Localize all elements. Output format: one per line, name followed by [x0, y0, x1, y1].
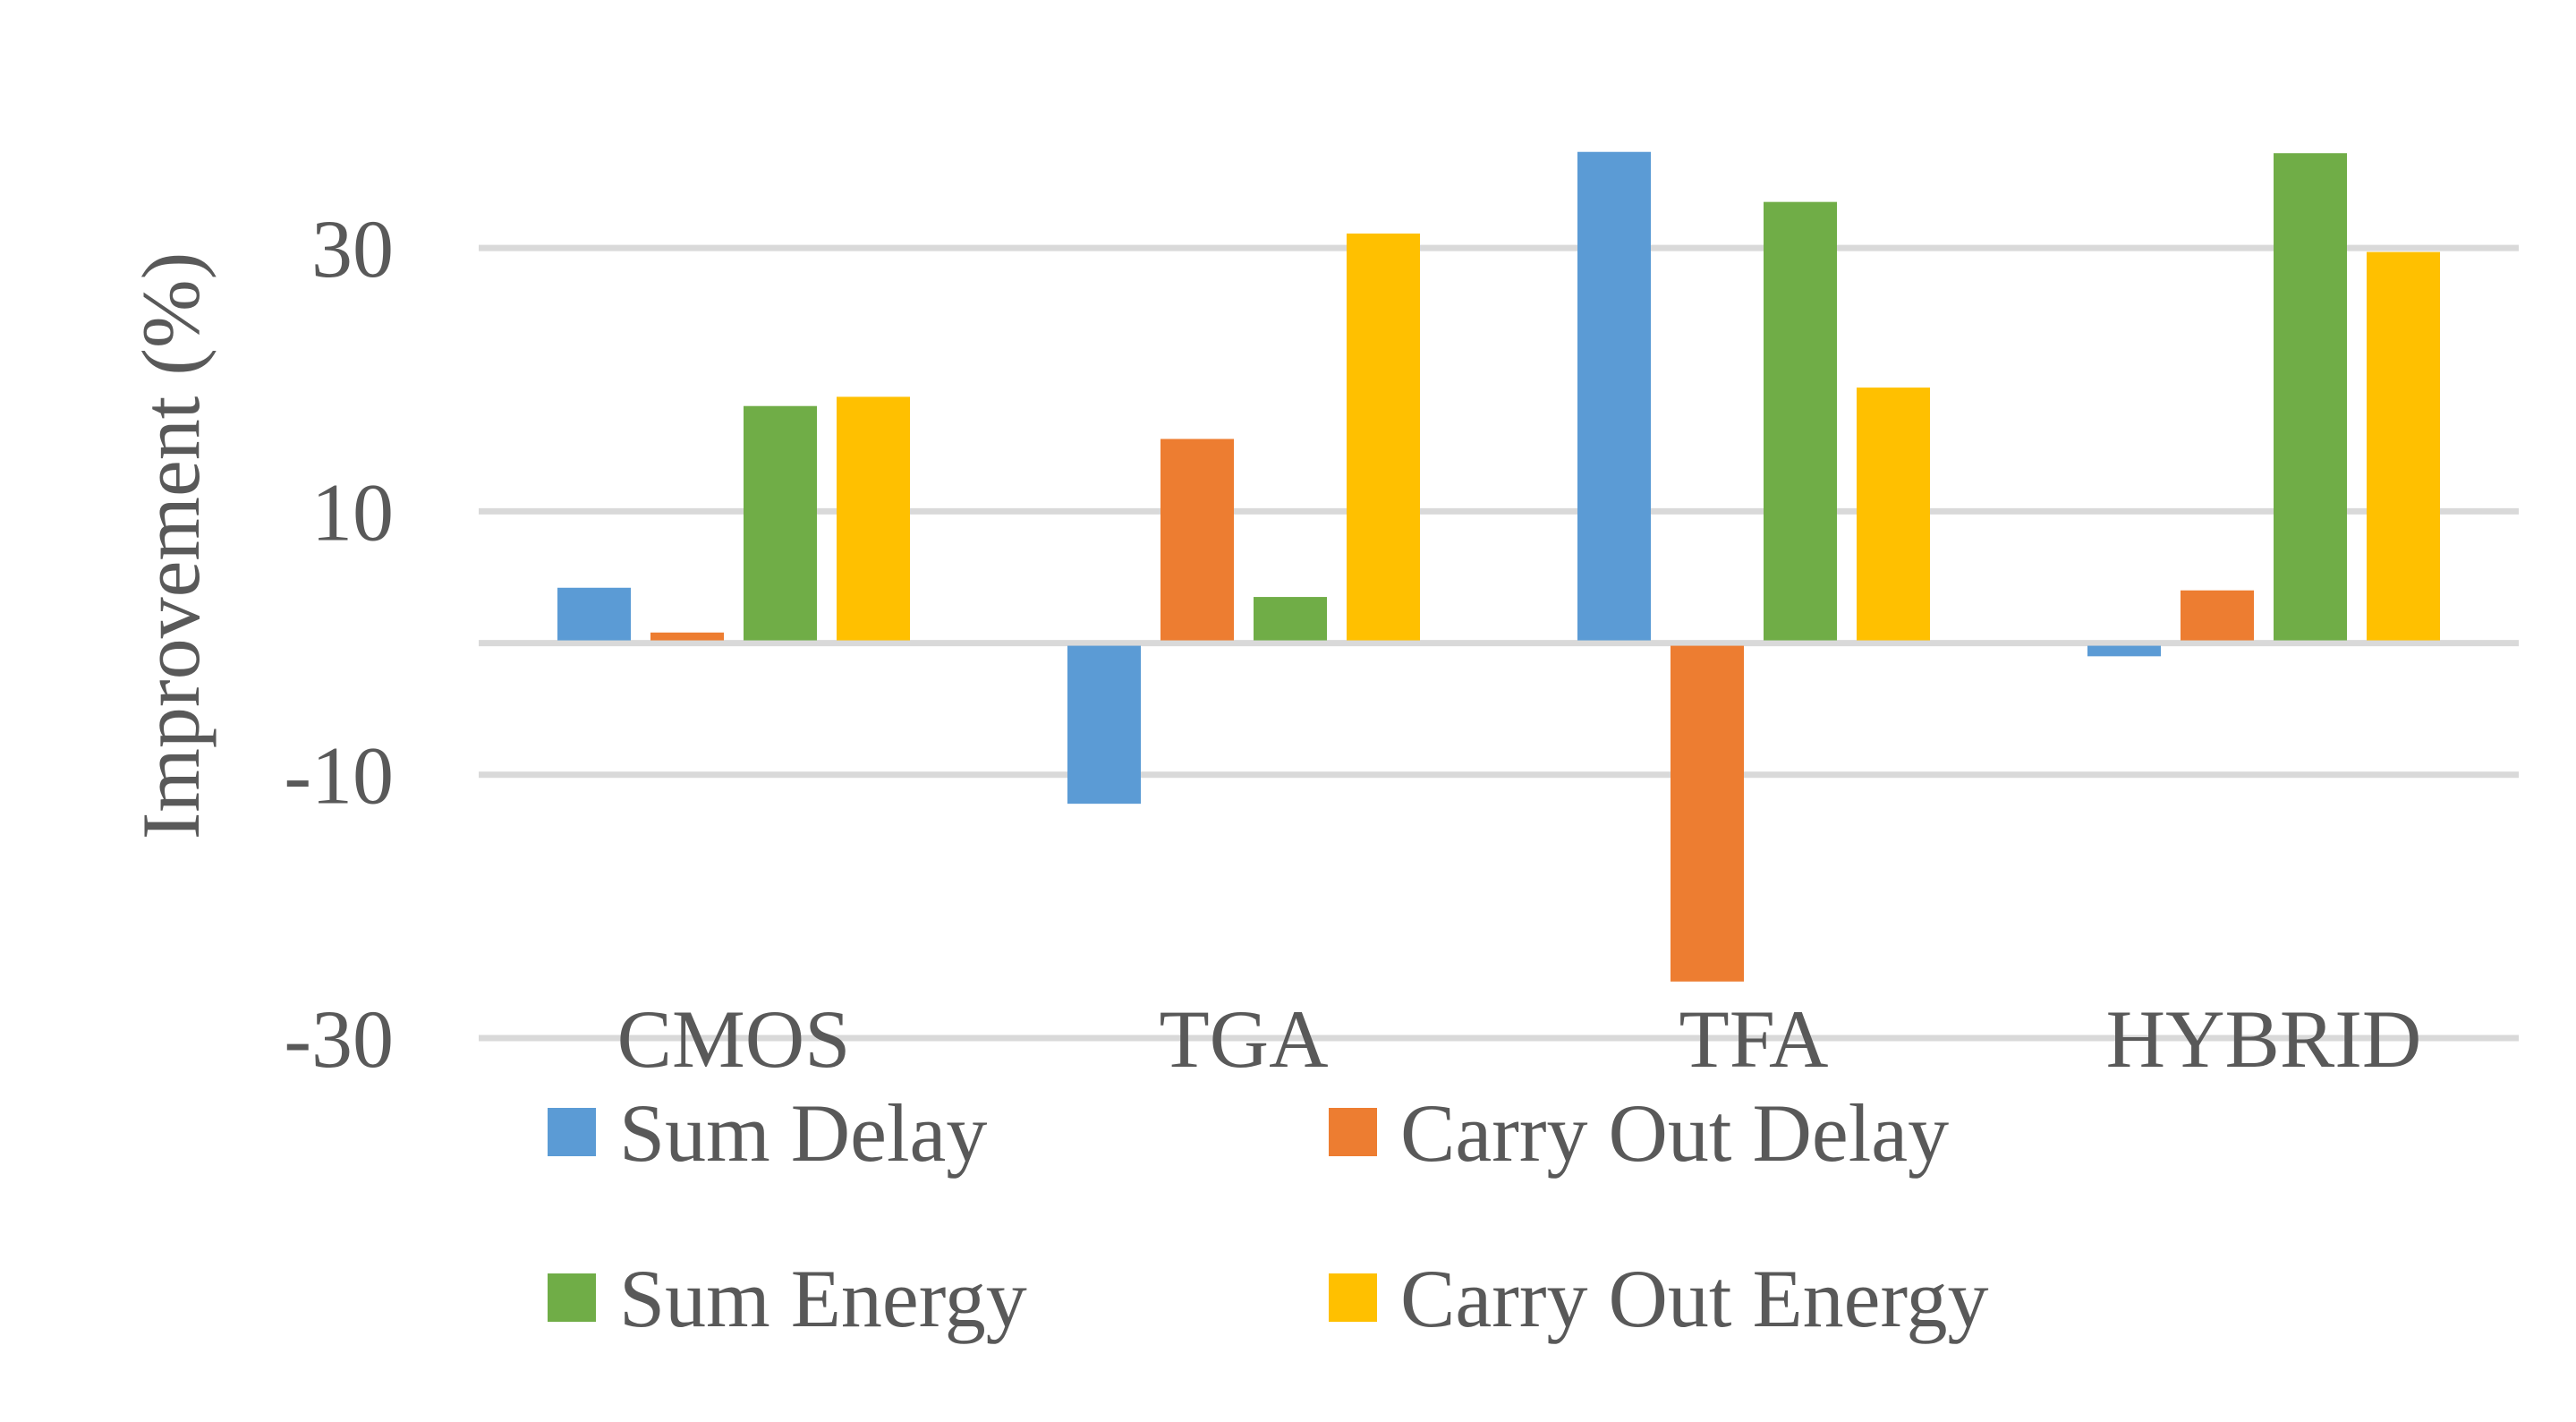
legend-item-sum-energy: Sum Energy — [548, 1253, 1027, 1344]
bar-tfa-carry-out-energy — [1857, 387, 1930, 641]
gridlines — [479, 244, 2519, 1042]
category-labels: CMOS TGA TFA HYBRID — [617, 993, 2422, 1085]
y-tick-label: 10 — [311, 466, 394, 558]
bar-cmos-sum-energy — [744, 405, 817, 641]
legend-item-carry-out-energy: Carry Out Energy — [1329, 1253, 1988, 1344]
legend: Sum Delay Carry Out Delay Sum Energy Carry … — [548, 1087, 1988, 1344]
bar-hybrid-sum-delay — [2087, 645, 2161, 657]
bar-tga-carry-out-energy — [1347, 233, 1420, 641]
bar-cmos-carry-out-energy — [837, 396, 910, 641]
legend-label: Sum Energy — [619, 1253, 1027, 1344]
bar-hybrid-carry-out-energy — [2367, 251, 2440, 641]
y-axis-ticks: -30 -10 10 30 — [284, 203, 394, 1085]
legend-label: Sum Delay — [619, 1087, 987, 1179]
x-category-label: HYBRID — [2106, 993, 2422, 1085]
legend-label: Carry Out Energy — [1400, 1253, 1988, 1344]
bars — [557, 151, 2440, 982]
legend-swatch — [1329, 1108, 1377, 1156]
y-axis-title: Improvement (%) — [125, 252, 217, 840]
legend-item-carry-out-delay: Carry Out Delay — [1329, 1087, 1949, 1179]
x-category-label: CMOS — [617, 993, 851, 1085]
bar-hybrid-carry-out-delay — [2181, 590, 2254, 641]
bar-cmos-carry-out-delay — [650, 632, 724, 641]
bar-tga-sum-energy — [1254, 597, 1327, 641]
y-tick-label: 30 — [311, 203, 394, 294]
bar-tfa-carry-out-delay — [1671, 645, 1744, 982]
legend-swatch — [548, 1273, 596, 1322]
bar-cmos-sum-delay — [557, 587, 631, 641]
legend-swatch — [1329, 1273, 1377, 1322]
bar-tfa-sum-delay — [1577, 151, 1651, 641]
bar-hybrid-sum-energy — [2274, 153, 2347, 641]
y-tick-label: -10 — [284, 730, 394, 822]
x-category-label: TGA — [1159, 993, 1328, 1085]
legend-swatch — [548, 1108, 596, 1156]
y-tick-label: -30 — [284, 993, 394, 1085]
bar-tfa-sum-energy — [1764, 201, 1837, 641]
legend-item-sum-delay: Sum Delay — [548, 1087, 987, 1179]
bar-tga-sum-delay — [1067, 645, 1141, 805]
x-category-label: TFA — [1679, 993, 1829, 1085]
bar-tga-carry-out-delay — [1160, 439, 1234, 641]
legend-label: Carry Out Delay — [1400, 1087, 1949, 1179]
